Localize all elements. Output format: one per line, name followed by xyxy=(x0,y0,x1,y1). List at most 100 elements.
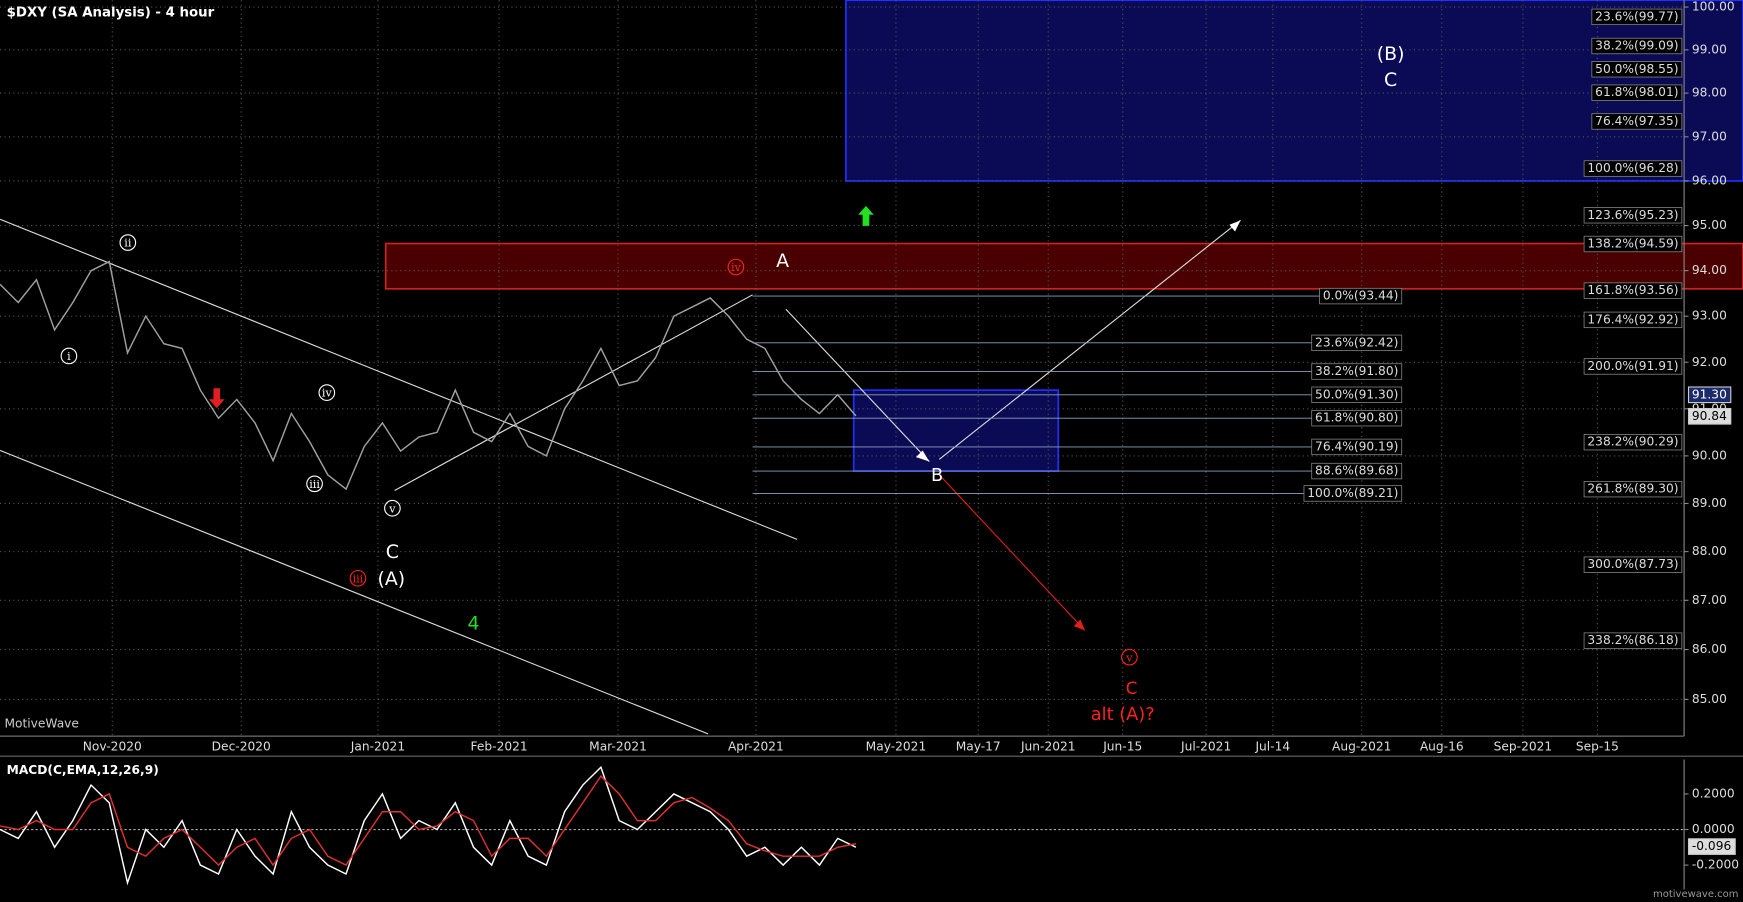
x-tick-label: Dec-2020 xyxy=(212,740,271,754)
price-tag xyxy=(1687,838,1736,855)
fib-label-box xyxy=(1583,480,1683,498)
wave-label: 4 xyxy=(468,612,480,634)
fib-label: 0.0%(93.44) xyxy=(1323,289,1399,303)
x-tick-label: Jul-14 xyxy=(1254,740,1290,754)
fib-label-box xyxy=(1591,37,1683,55)
fib-label: 76.4%(97.35) xyxy=(1595,114,1678,128)
fib-label-box xyxy=(1591,84,1683,101)
x-tick-label: Apr-2021 xyxy=(728,740,784,754)
x-tick-label: Feb-2021 xyxy=(471,740,528,754)
fib-label: 76.4%(90.19) xyxy=(1315,439,1398,453)
y-tick-label: 89.00 xyxy=(1692,496,1727,510)
fib-label: 138.2%(94.59) xyxy=(1587,236,1678,250)
x-tick-label: Sep-15 xyxy=(1576,740,1619,754)
wave-label: ii xyxy=(124,237,132,250)
y-tick-label: 90.00 xyxy=(1692,448,1727,462)
fib-label-box xyxy=(1311,462,1403,480)
down-arrow-icon xyxy=(208,388,225,409)
up-arrow-icon xyxy=(858,205,874,226)
wave-label: iv xyxy=(322,387,333,400)
wave-label: v xyxy=(388,502,396,515)
wave-label: C xyxy=(1126,679,1138,698)
y-tick-label: 98.00 xyxy=(1692,86,1727,100)
macd-line xyxy=(0,775,857,867)
price-tag-label: 91.30 xyxy=(1692,387,1727,401)
price-tag xyxy=(1687,386,1732,404)
wave-label: iii xyxy=(309,478,320,491)
trend-lines xyxy=(0,218,1241,735)
fib-label-box xyxy=(1591,61,1683,78)
x-tick-label: Jul-2021 xyxy=(1180,740,1231,754)
wave-label-circle xyxy=(349,569,367,587)
wave-label-circle xyxy=(318,384,336,401)
wave-label-circle xyxy=(1121,648,1138,666)
x-tick-label: Mar-2021 xyxy=(589,740,647,754)
fib-label-box xyxy=(1311,438,1403,456)
arrow-line xyxy=(785,308,930,462)
fib-label-box xyxy=(1583,434,1683,451)
zone xyxy=(852,389,1060,472)
wave-label: C xyxy=(386,541,399,563)
fib-label: 100.0%(96.28) xyxy=(1587,161,1678,175)
wave-label: alt (A)? xyxy=(1091,704,1155,725)
y-tick-label: 94.00 xyxy=(1692,263,1727,277)
y-tick-label: 99.00 xyxy=(1692,42,1727,56)
price-tag xyxy=(1687,407,1732,425)
fib-label: 38.2%(99.09) xyxy=(1595,38,1678,52)
x-tick-label: Aug-2021 xyxy=(1332,740,1391,754)
fib-label: 161.8%(93.56) xyxy=(1587,283,1678,297)
wave-label: iii xyxy=(353,572,364,585)
y-tick-label: 100.00 xyxy=(1692,0,1735,14)
channel-line xyxy=(0,218,798,540)
fib-label-box xyxy=(1311,334,1403,352)
y-tick-label: 95.00 xyxy=(1692,218,1727,232)
y-tick-label: 93.00 xyxy=(1692,309,1727,323)
fib-label: 88.6%(89.68) xyxy=(1315,464,1398,478)
footer: motivewave.com xyxy=(1653,889,1739,900)
fib-label-box xyxy=(1591,8,1683,26)
x-tick-label: Jun-2021 xyxy=(1020,740,1076,754)
watermark: MotiveWave xyxy=(4,716,79,730)
arrow-head xyxy=(1073,619,1085,631)
wave-label: C xyxy=(1384,69,1397,91)
fib-label-box xyxy=(1583,282,1683,299)
fib-label-box xyxy=(1311,363,1403,380)
y-tick-label: 87.00 xyxy=(1692,593,1727,607)
y-tick-label: 0.0000 xyxy=(1692,822,1735,836)
channel-line xyxy=(0,449,709,735)
y-tick-label: 92.00 xyxy=(1692,355,1727,369)
y-tick-label: 0.2000 xyxy=(1692,786,1735,800)
fib-label: 100.0%(89.21) xyxy=(1307,486,1398,500)
macd-title: MACD(C,EMA,12,26,9) xyxy=(7,763,159,777)
x-tick-label: Jan-2021 xyxy=(350,740,405,754)
y-tick-label: -0.2000 xyxy=(1692,858,1739,872)
fib-label-box xyxy=(1583,358,1683,375)
wave-label: (B) xyxy=(1377,43,1405,65)
trend-line xyxy=(394,294,753,491)
wave-label: iv xyxy=(731,261,742,274)
price-line xyxy=(0,260,857,491)
fib-label-box xyxy=(1311,410,1403,427)
x-tick-label: Nov-2020 xyxy=(83,740,142,754)
x-tick-label: May-2021 xyxy=(866,740,927,754)
chart-title: $DXY (SA Analysis) - 4 hour xyxy=(7,5,215,20)
x-tick-label: Sep-2021 xyxy=(1494,740,1553,754)
price-tag-label: -0.096 xyxy=(1692,839,1731,853)
arrow-head xyxy=(915,450,930,462)
y-tick-label: 85.00 xyxy=(1692,692,1727,706)
fib-label-box xyxy=(1583,207,1683,224)
grid: 85.0086.0087.0088.0089.0090.0091.0092.00… xyxy=(0,0,1735,754)
price-tag-label: 90.84 xyxy=(1692,409,1727,423)
fib-label: 50.0%(91.30) xyxy=(1315,387,1398,401)
fib-label-box xyxy=(1591,113,1683,130)
wave-label-circle xyxy=(384,499,401,517)
x-tick-label: Jun-15 xyxy=(1102,740,1142,754)
y-tick-label: 96.00 xyxy=(1692,173,1727,187)
fib-label: 176.4%(92.92) xyxy=(1587,312,1678,326)
fib-label-box xyxy=(1319,287,1403,305)
wave-label-circle xyxy=(727,258,745,276)
y-tick-label: 97.00 xyxy=(1692,129,1727,143)
zone xyxy=(384,242,1743,290)
wave-label: (A) xyxy=(377,568,405,590)
